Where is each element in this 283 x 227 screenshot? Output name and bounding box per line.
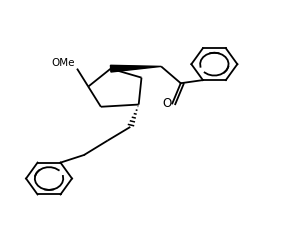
Text: OMe: OMe [51,57,75,68]
Text: O: O [163,97,172,110]
Polygon shape [110,65,161,72]
